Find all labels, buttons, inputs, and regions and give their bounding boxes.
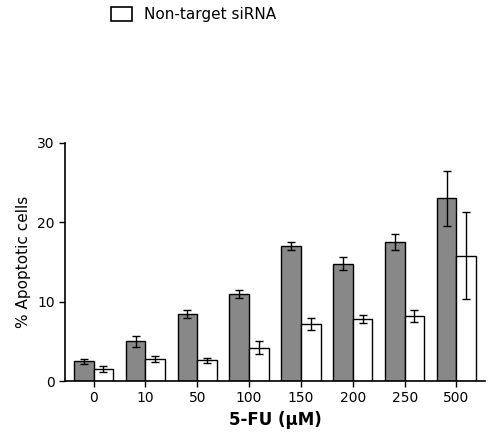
Bar (437, 198, 456, 381)
Bar (94, 369, 113, 381)
Bar (197, 360, 217, 381)
Bar (146, 359, 165, 381)
X-axis label: 5-FU (μM): 5-FU (μM) (228, 411, 322, 429)
Bar (74, 361, 94, 381)
Bar (404, 316, 424, 381)
Bar (333, 264, 353, 381)
Legend: Dicer1 siRNA, Non-target siRNA: Dicer1 siRNA, Non-target siRNA (106, 0, 281, 27)
Bar (126, 341, 146, 381)
Y-axis label: % Apoptotic cells: % Apoptotic cells (16, 196, 32, 328)
Bar (301, 324, 320, 381)
Bar (178, 313, 197, 381)
Bar (230, 294, 249, 381)
Bar (385, 242, 404, 381)
Bar (281, 246, 301, 381)
Bar (456, 255, 476, 381)
Bar (249, 348, 269, 381)
Bar (353, 319, 372, 381)
